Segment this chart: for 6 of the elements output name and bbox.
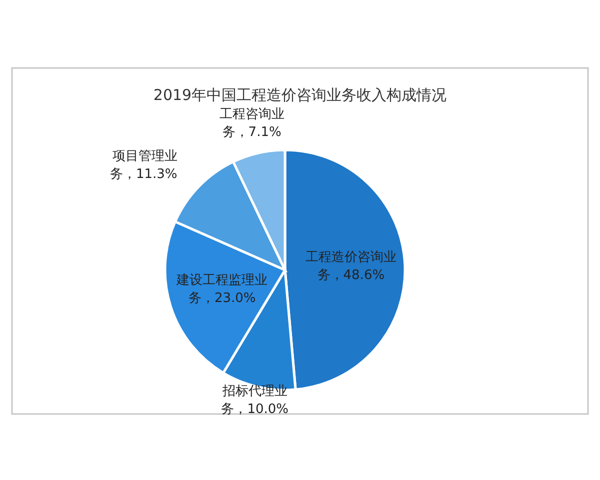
slice-label: 招标代理业务，10.0% [220,382,290,419]
chart-title: 2019年中国工程造价咨询业务收入构成情况 [153,86,447,104]
slice-label: 工程造价咨询业务，48.6% [304,249,398,286]
slice-label: 工程咨询业务，7.1% [218,106,286,142]
slice-label: 项目管理业务，11.3% [108,148,178,184]
slice-label: 建设工程监理业务，23.0% [176,272,269,308]
